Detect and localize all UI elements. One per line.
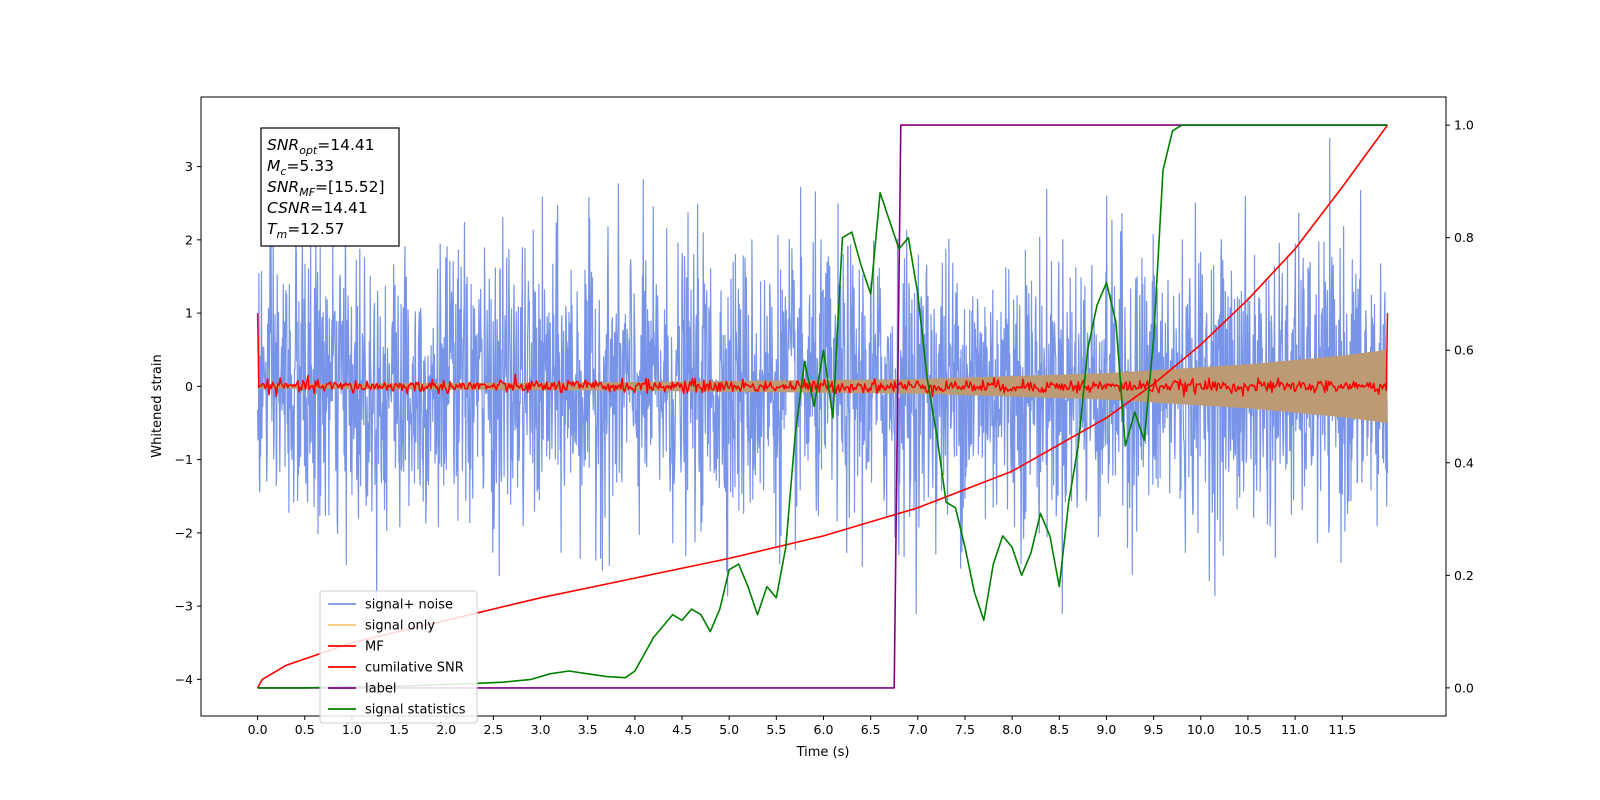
x-tick-label: 4.5 xyxy=(672,722,692,737)
x-tick-label: 7.5 xyxy=(955,722,975,737)
x-tick-label: 9.5 xyxy=(1144,722,1164,737)
x-tick-label: 5.0 xyxy=(719,722,739,737)
y-tick-label: 1 xyxy=(185,306,193,321)
x-tick-label: 8.5 xyxy=(1049,722,1069,737)
legend: signal+ noise signal only MF cumilative SNR… xyxy=(319,590,478,724)
legend-entry: signal only xyxy=(365,619,435,634)
series-label xyxy=(257,124,1388,689)
x-axis-label: Time (s) xyxy=(796,745,850,760)
y2-tick-label: 0.8 xyxy=(1454,230,1474,245)
y-tick-label: −4 xyxy=(175,672,193,687)
axes: 0.0 0.5 1.0 1.5 2.0 2.5 3.0 3.5 4.0 4.5 5.0 5.5 6.0 6… xyxy=(175,118,1474,737)
x-tick-label: 7.0 xyxy=(908,722,928,737)
x-tick-label: 5.5 xyxy=(766,722,786,737)
x-tick-label: 2.5 xyxy=(483,722,503,737)
x-tick-label: 0.0 xyxy=(248,722,268,737)
y-tick-label: 2 xyxy=(185,232,193,247)
x-tick-label: 8.0 xyxy=(1002,722,1022,737)
x-tick-label: 3.5 xyxy=(578,722,598,737)
x-tick-label: 11.5 xyxy=(1328,722,1356,737)
series-signal-noise xyxy=(257,137,1389,614)
x-tick-label: 6.5 xyxy=(861,722,881,737)
legend-entry: label xyxy=(365,682,396,697)
y2-tick-label: 0.4 xyxy=(1454,455,1474,470)
x-tick-label: 2.0 xyxy=(436,722,456,737)
y-tick-label: 0 xyxy=(185,379,193,394)
series-mf xyxy=(256,313,1389,398)
series-signal-only xyxy=(257,349,1388,423)
x-tick-label: 10.5 xyxy=(1234,722,1262,737)
y2-tick-label: 0.0 xyxy=(1454,680,1474,695)
y-tick-label: −1 xyxy=(175,452,193,467)
x-tick-label: 1.5 xyxy=(389,722,409,737)
legend-frame xyxy=(319,590,478,724)
annotation-line: CSNR=14.41 xyxy=(267,199,368,217)
legend-entry: signal statistics xyxy=(365,703,466,718)
legend-entry: cumilative SNR xyxy=(365,661,464,676)
y-tick-label: −3 xyxy=(175,599,193,614)
legend-entry: MF xyxy=(365,640,384,655)
x-tick-label: 10.0 xyxy=(1187,722,1215,737)
annotation-frame xyxy=(260,127,400,247)
legend-entry: signal+ noise xyxy=(365,598,453,613)
x-tick-label: 9.0 xyxy=(1097,722,1117,737)
x-tick-label: 6.0 xyxy=(814,722,834,737)
x-tick-label: 3.0 xyxy=(531,722,551,737)
y-tick-label: 3 xyxy=(185,159,193,174)
series-signal-statistics xyxy=(257,124,1388,689)
x-tick-label: 4.0 xyxy=(625,722,645,737)
y-axis-label: Whitened strain xyxy=(150,354,165,457)
y-tick-label: −2 xyxy=(175,525,193,540)
y2-tick-label: 1.0 xyxy=(1454,118,1474,133)
x-tick-label: 1.0 xyxy=(342,722,362,737)
x-tick-label: 11.0 xyxy=(1281,722,1309,737)
y2-tick-label: 0.6 xyxy=(1454,343,1474,358)
annotation-line: Mc=5.33 xyxy=(267,157,334,178)
annotation-box: SNRopt=14.41Mc=5.33SNRMF=[15.52]CSNR=14.… xyxy=(260,127,400,247)
x-tick-label: 0.5 xyxy=(295,722,315,737)
annotation-line: SNRopt=14.41 xyxy=(267,136,375,157)
annotation-line: Tm=12.57 xyxy=(267,220,345,241)
y2-tick-label: 0.2 xyxy=(1454,568,1474,583)
annotation-line: SNRMF=[15.52] xyxy=(267,178,385,199)
